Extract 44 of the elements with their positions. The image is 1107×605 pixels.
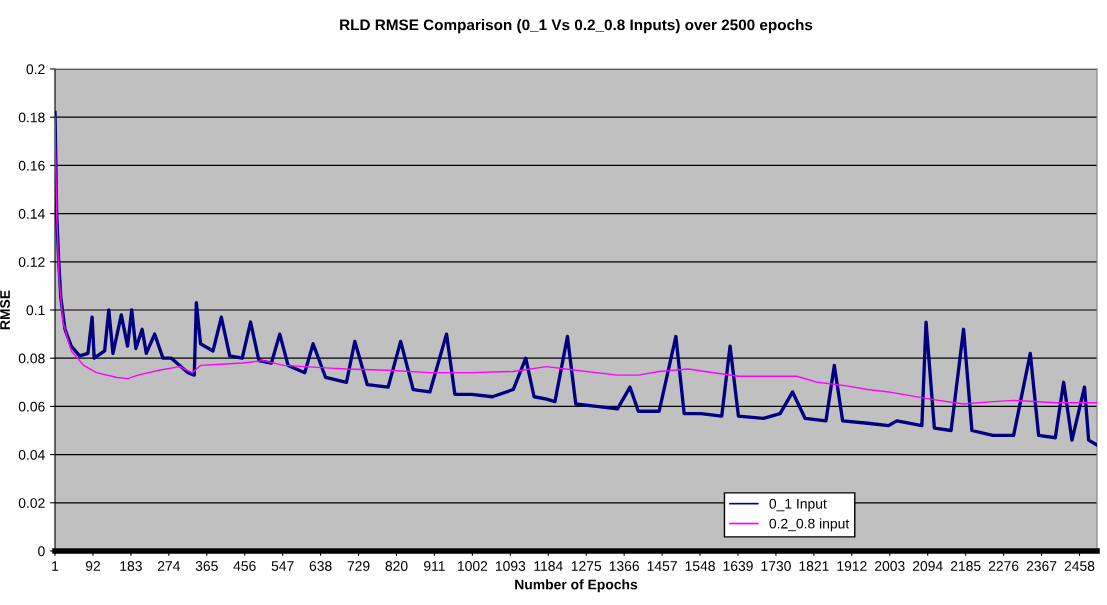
legend-label: 0.2_0.8 input [769,518,850,532]
y-tick-label: 0.14 [18,208,45,219]
y-axis-title: RMSE [0,290,10,330]
y-tick-label: 0 [38,546,45,557]
y-tick-label: 0.16 [18,160,45,171]
x-tick-label: 2185 [950,561,981,571]
y-tick-label: 0.18 [18,112,45,123]
y-tick-label: 0.1 [26,305,45,316]
x-tick-label: 547 [271,561,294,571]
x-tick-label: 1 [52,561,59,571]
x-tick-label: 1184 [534,561,563,571]
y-tick-label: 0.06 [18,401,45,412]
x-tick-label: 2276 [988,561,1019,571]
legend-label: 0_1 Input [769,498,827,512]
x-axis-title: Number of Epochs [515,579,638,593]
y-tick-label: 0.04 [18,449,45,460]
x-tick-label: 638 [309,561,332,571]
y-tick-label: 0.12 [18,257,45,267]
x-tick-label: 1093 [495,561,526,571]
x-tick-label: 365 [195,561,218,571]
y-tick-label: 0.08 [18,353,45,364]
x-tick-label: 820 [385,561,408,571]
x-tick-label: 2094 [912,561,943,571]
x-tick-label: 92 [85,561,100,571]
x-tick-label: 274 [157,561,181,571]
x-tick-label: 1912 [837,561,867,571]
x-tick-label: 911 [424,561,445,571]
x-tick-label: 1548 [685,561,715,571]
y-tick-label: 0.2 [26,64,45,75]
y-tick-label: 0.02 [18,498,45,508]
x-tick-label: 1730 [761,561,791,571]
chart-title: RLD RMSE Comparison (0_1 Vs 0.2_0.8 Inputs) over 2500 epochs [340,19,813,34]
x-tick-label: 1275 [571,561,602,571]
x-tick-label: 1366 [609,561,639,571]
x-tick-label: 729 [347,561,370,571]
x-tick-label: 1639 [723,561,753,571]
x-tick-label: 2003 [875,561,905,571]
x-tick-label: 1002 [458,561,488,571]
x-tick-label: 2458 [1064,561,1095,571]
x-tick-label: 1821 [799,561,829,571]
x-tick-label: 183 [120,561,142,571]
x-tick-label: 2367 [1026,561,1057,571]
x-tick-label: 456 [233,561,256,571]
x-tick-label: 1457 [647,561,677,571]
